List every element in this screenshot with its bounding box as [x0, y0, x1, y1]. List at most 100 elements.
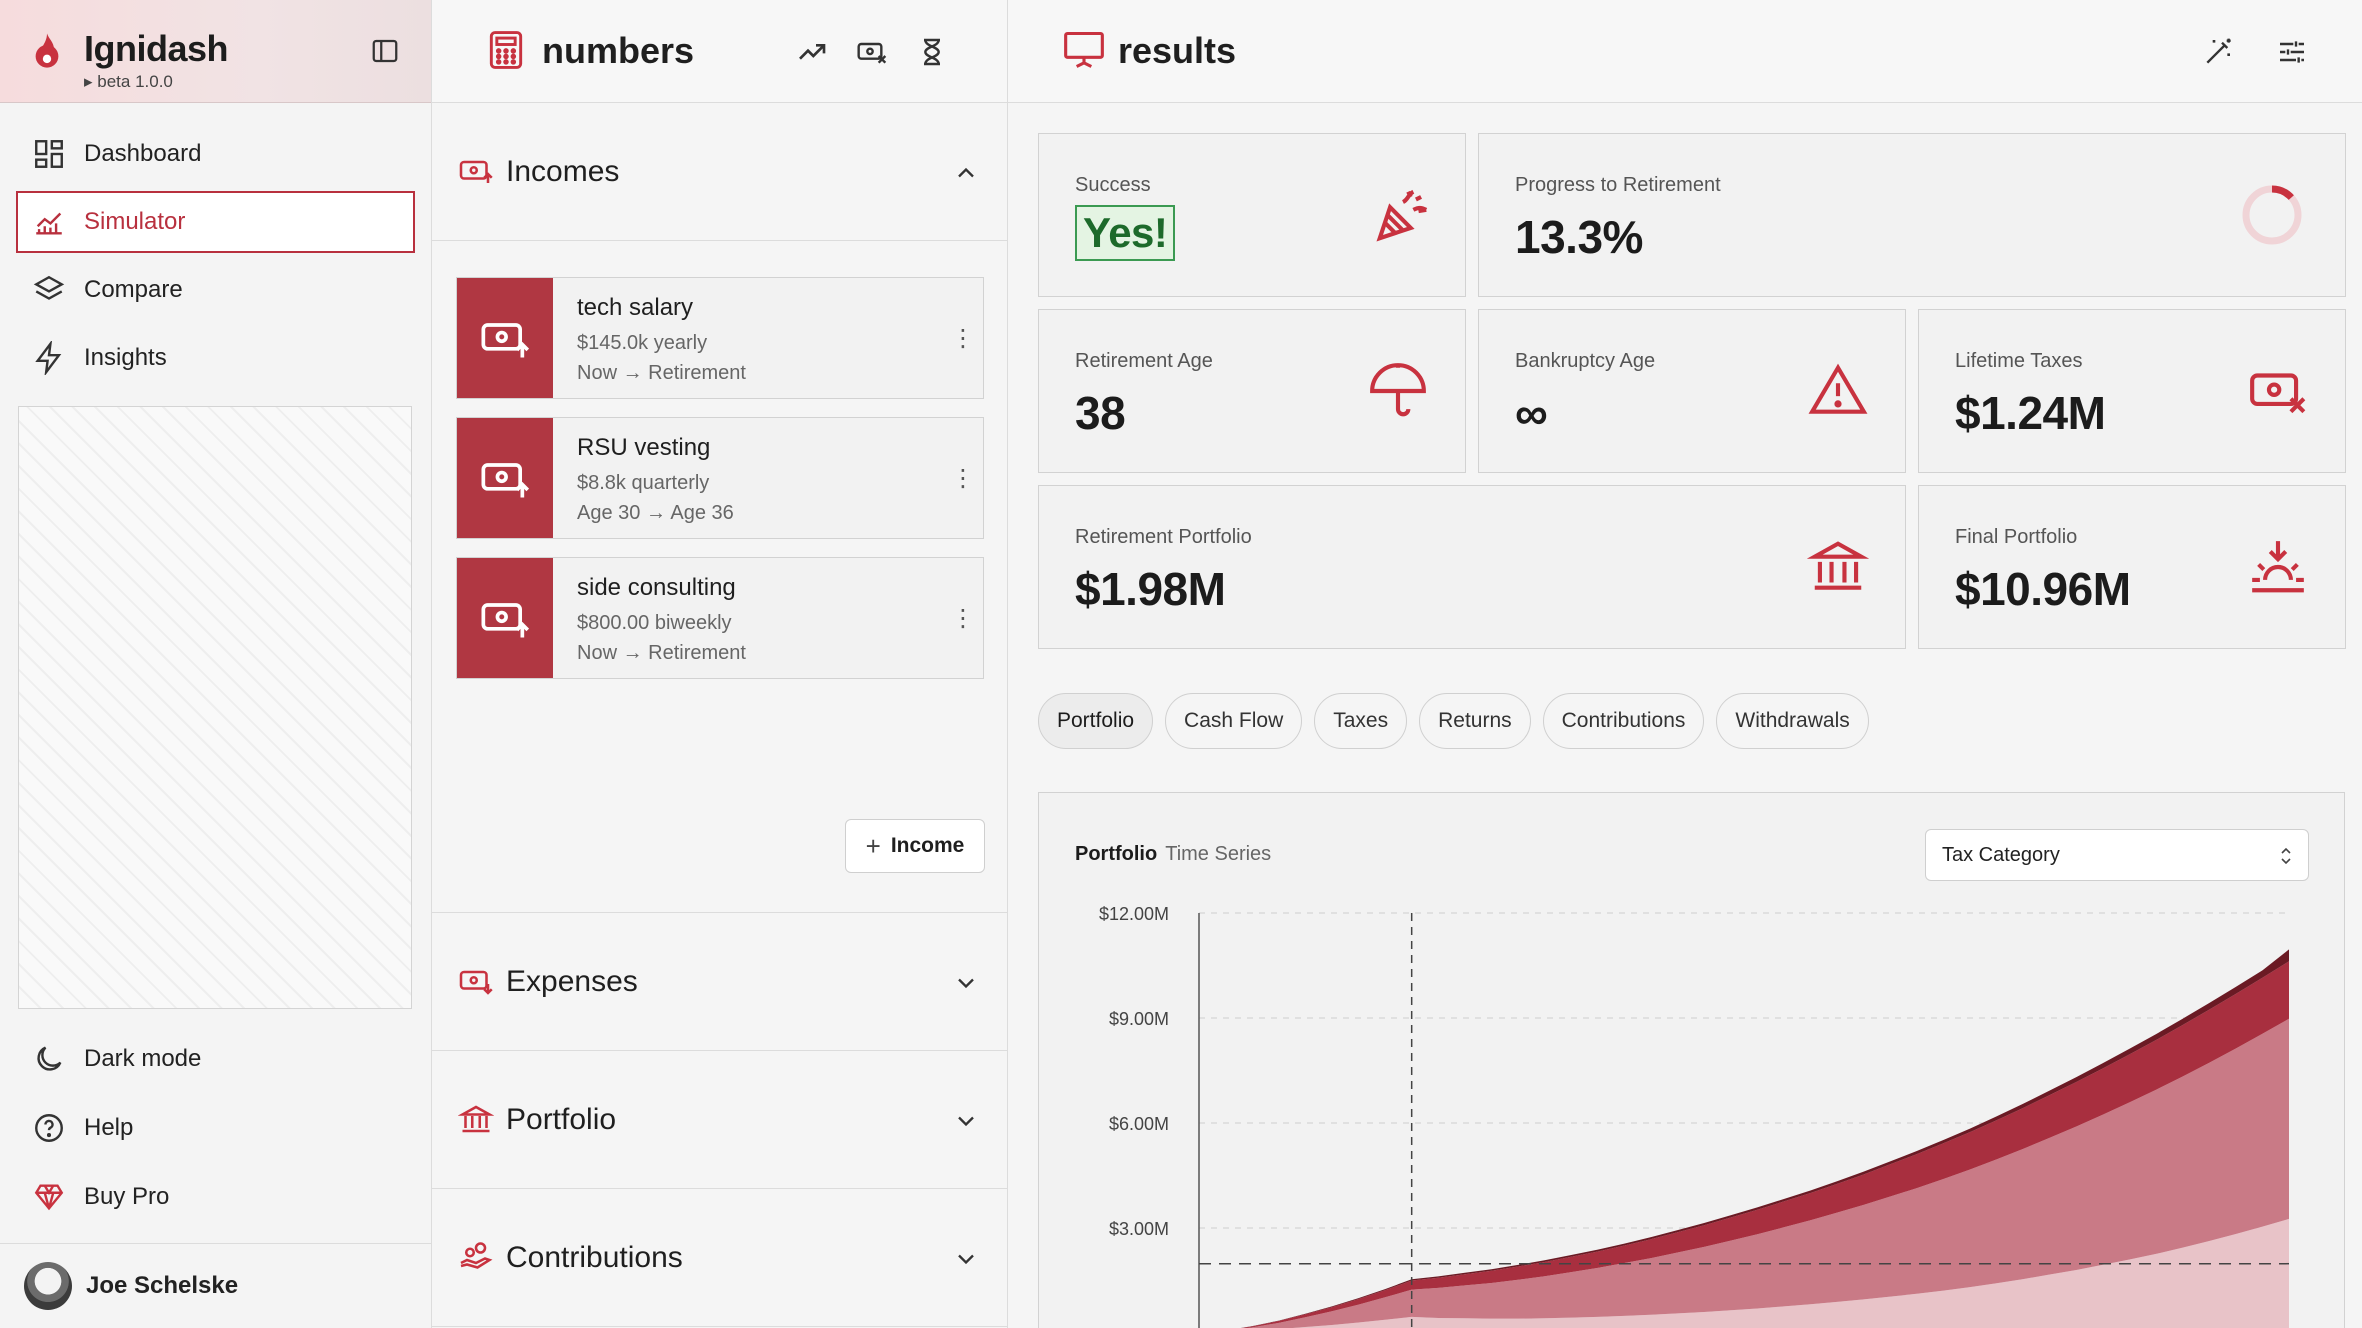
success-badge: Yes! — [1075, 205, 1176, 261]
sunset-icon — [2252, 541, 2304, 593]
income-icon — [459, 160, 493, 183]
portfolio-chart: $12.00M $9.00M $6.00M $3.00M — [1099, 904, 2289, 1328]
tab-cash-flow[interactable]: Cash Flow — [1165, 693, 1303, 749]
tab-portfolio[interactable]: Portfolio — [1038, 693, 1154, 749]
area-series — [1247, 1018, 2289, 1328]
nav-item-buy-pro[interactable]: Buy Pro — [16, 1166, 415, 1228]
results-header: results — [1008, 0, 2362, 103]
sidebar-toggle-icon[interactable] — [370, 36, 400, 66]
umbrella-icon — [1370, 363, 1426, 417]
calculator-icon — [489, 31, 523, 69]
nav-label-buy-pro: Buy Pro — [84, 1183, 170, 1210]
presentation-icon — [1064, 31, 1104, 68]
income-tile — [457, 418, 553, 538]
gem-icon — [34, 1184, 64, 1211]
flame-icon — [35, 33, 59, 68]
money-off-icon[interactable] — [856, 36, 888, 68]
sidebar-placeholder-panel — [18, 406, 412, 1009]
more-vertical-icon[interactable]: ⋮ — [951, 604, 975, 632]
income-icon — [481, 463, 530, 498]
sliders-icon[interactable] — [2276, 36, 2308, 68]
stat-lifetime-taxes: Lifetime Taxes $1.24M — [1918, 309, 2346, 473]
stat-value: $1.24M — [1955, 387, 2106, 439]
nav-label-dashboard: Dashboard — [84, 140, 202, 167]
tab-withdrawals[interactable]: Withdrawals — [1716, 693, 1869, 749]
tab-contributions[interactable]: Contributions — [1542, 693, 1705, 749]
income-range: Now → Retirement — [577, 642, 746, 664]
income-card[interactable]: side consulting $800.00 biweekly Now → R… — [456, 557, 984, 679]
y-tick-label: $3.00M — [1109, 1219, 1169, 1239]
tab-taxes[interactable]: Taxes — [1314, 693, 1408, 749]
stat-label: Lifetime Taxes — [1955, 350, 2083, 372]
income-name: side consulting — [577, 574, 736, 601]
nav-item-dashboard[interactable]: Dashboard — [16, 123, 415, 185]
nav-label-help: Help — [84, 1114, 134, 1141]
income-tile — [457, 278, 553, 398]
chevron-up-icon[interactable] — [952, 159, 980, 187]
hourglass-icon[interactable] — [916, 36, 948, 68]
dashboard-icon — [35, 140, 63, 168]
income-card[interactable]: RSU vesting $8.8k quarterly Age 30 → Age… — [456, 417, 984, 539]
progress-ring — [2242, 185, 2302, 245]
brand-version[interactable]: ▸ beta 1.0.0 — [84, 72, 173, 91]
nav-label-dark-mode: Dark mode — [84, 1045, 202, 1072]
incomes-section-header[interactable]: Incomes — [432, 103, 1007, 241]
chart-card: Portfolio Time Series Tax Category $12.00… — [1038, 792, 2345, 1328]
avatar — [24, 1262, 72, 1310]
nav-item-compare[interactable]: Compare — [16, 259, 415, 321]
expenses-section-header[interactable]: Expenses — [432, 913, 1007, 1051]
incomes-list: tech salary $145.0k yearly Now → Retirem… — [432, 241, 1007, 913]
chart-line-icon — [36, 212, 62, 235]
numbers-title: numbers — [542, 30, 695, 71]
contributions-section-header[interactable]: Contributions — [432, 1189, 1007, 1327]
magic-wand-icon[interactable] — [2202, 36, 2234, 68]
chart-title: Portfolio Time Series — [1075, 843, 1271, 866]
nav-item-dark-mode[interactable]: Dark mode — [16, 1028, 415, 1090]
sidebar: Ignidash ▸ beta 1.0.0 Dashboard Simulato… — [0, 0, 432, 1328]
nav-item-help[interactable]: Help — [16, 1097, 415, 1159]
bank-icon — [458, 1105, 494, 1133]
brand-version-label: beta 1.0.0 — [97, 72, 173, 91]
moon-icon — [37, 1046, 62, 1071]
chart-subtitle: Time Series — [1165, 843, 1272, 865]
chevron-down-icon[interactable] — [952, 969, 980, 997]
nav-label-compare: Compare — [84, 276, 183, 303]
stat-value: 13.3% — [1515, 211, 1643, 263]
stat-value: 38 — [1075, 387, 1126, 439]
stat-value: $1.98M — [1075, 563, 1226, 615]
more-vertical-icon[interactable]: ⋮ — [951, 324, 975, 352]
nav-item-insights[interactable]: Insights — [16, 327, 415, 389]
portfolio-section-header[interactable]: Portfolio — [432, 1051, 1007, 1189]
stat-label: Bankruptcy Age — [1515, 350, 1656, 372]
tab-returns[interactable]: Returns — [1419, 693, 1531, 749]
more-vertical-icon[interactable]: ⋮ — [951, 464, 975, 492]
stat-label: Progress to Retirement — [1515, 174, 1721, 196]
contributions-title: Contributions — [506, 1241, 683, 1274]
warning-icon — [1808, 363, 1868, 414]
layers-icon — [33, 275, 65, 300]
nav-item-simulator[interactable]: Simulator — [16, 191, 415, 253]
brand-name: Ignidash — [84, 28, 229, 69]
chevron-down-icon[interactable] — [952, 1107, 980, 1135]
hand-coins-icon — [460, 1242, 493, 1269]
results-column: results Success Yes! Progress to Retirem… — [1008, 0, 2362, 1328]
chevron-down-icon[interactable] — [952, 1245, 980, 1273]
category-select[interactable]: Tax Category — [1925, 829, 2309, 881]
income-tile — [457, 558, 553, 678]
stat-label: Success — [1075, 174, 1151, 196]
trending-up-icon[interactable] — [796, 36, 828, 68]
bank-icon — [1807, 541, 1869, 590]
income-card[interactable]: tech salary $145.0k yearly Now → Retirem… — [456, 277, 984, 399]
user-menu[interactable]: Joe Schelske — [0, 1243, 431, 1328]
stat-label: Retirement Portfolio — [1075, 526, 1252, 548]
income-icon — [481, 603, 530, 638]
income-name: tech salary — [577, 294, 694, 321]
y-tick-label: $9.00M — [1109, 1009, 1169, 1029]
add-income-button[interactable]: + Income — [845, 819, 985, 873]
portfolio-title: Portfolio — [506, 1103, 617, 1136]
lightning-icon — [35, 341, 62, 375]
stat-label: Retirement Age — [1075, 350, 1213, 372]
main-nav: Dashboard Simulator Compare Insights — [0, 103, 431, 389]
money-off-icon — [2250, 373, 2306, 414]
nav-label-simulator: Simulator — [84, 208, 186, 235]
